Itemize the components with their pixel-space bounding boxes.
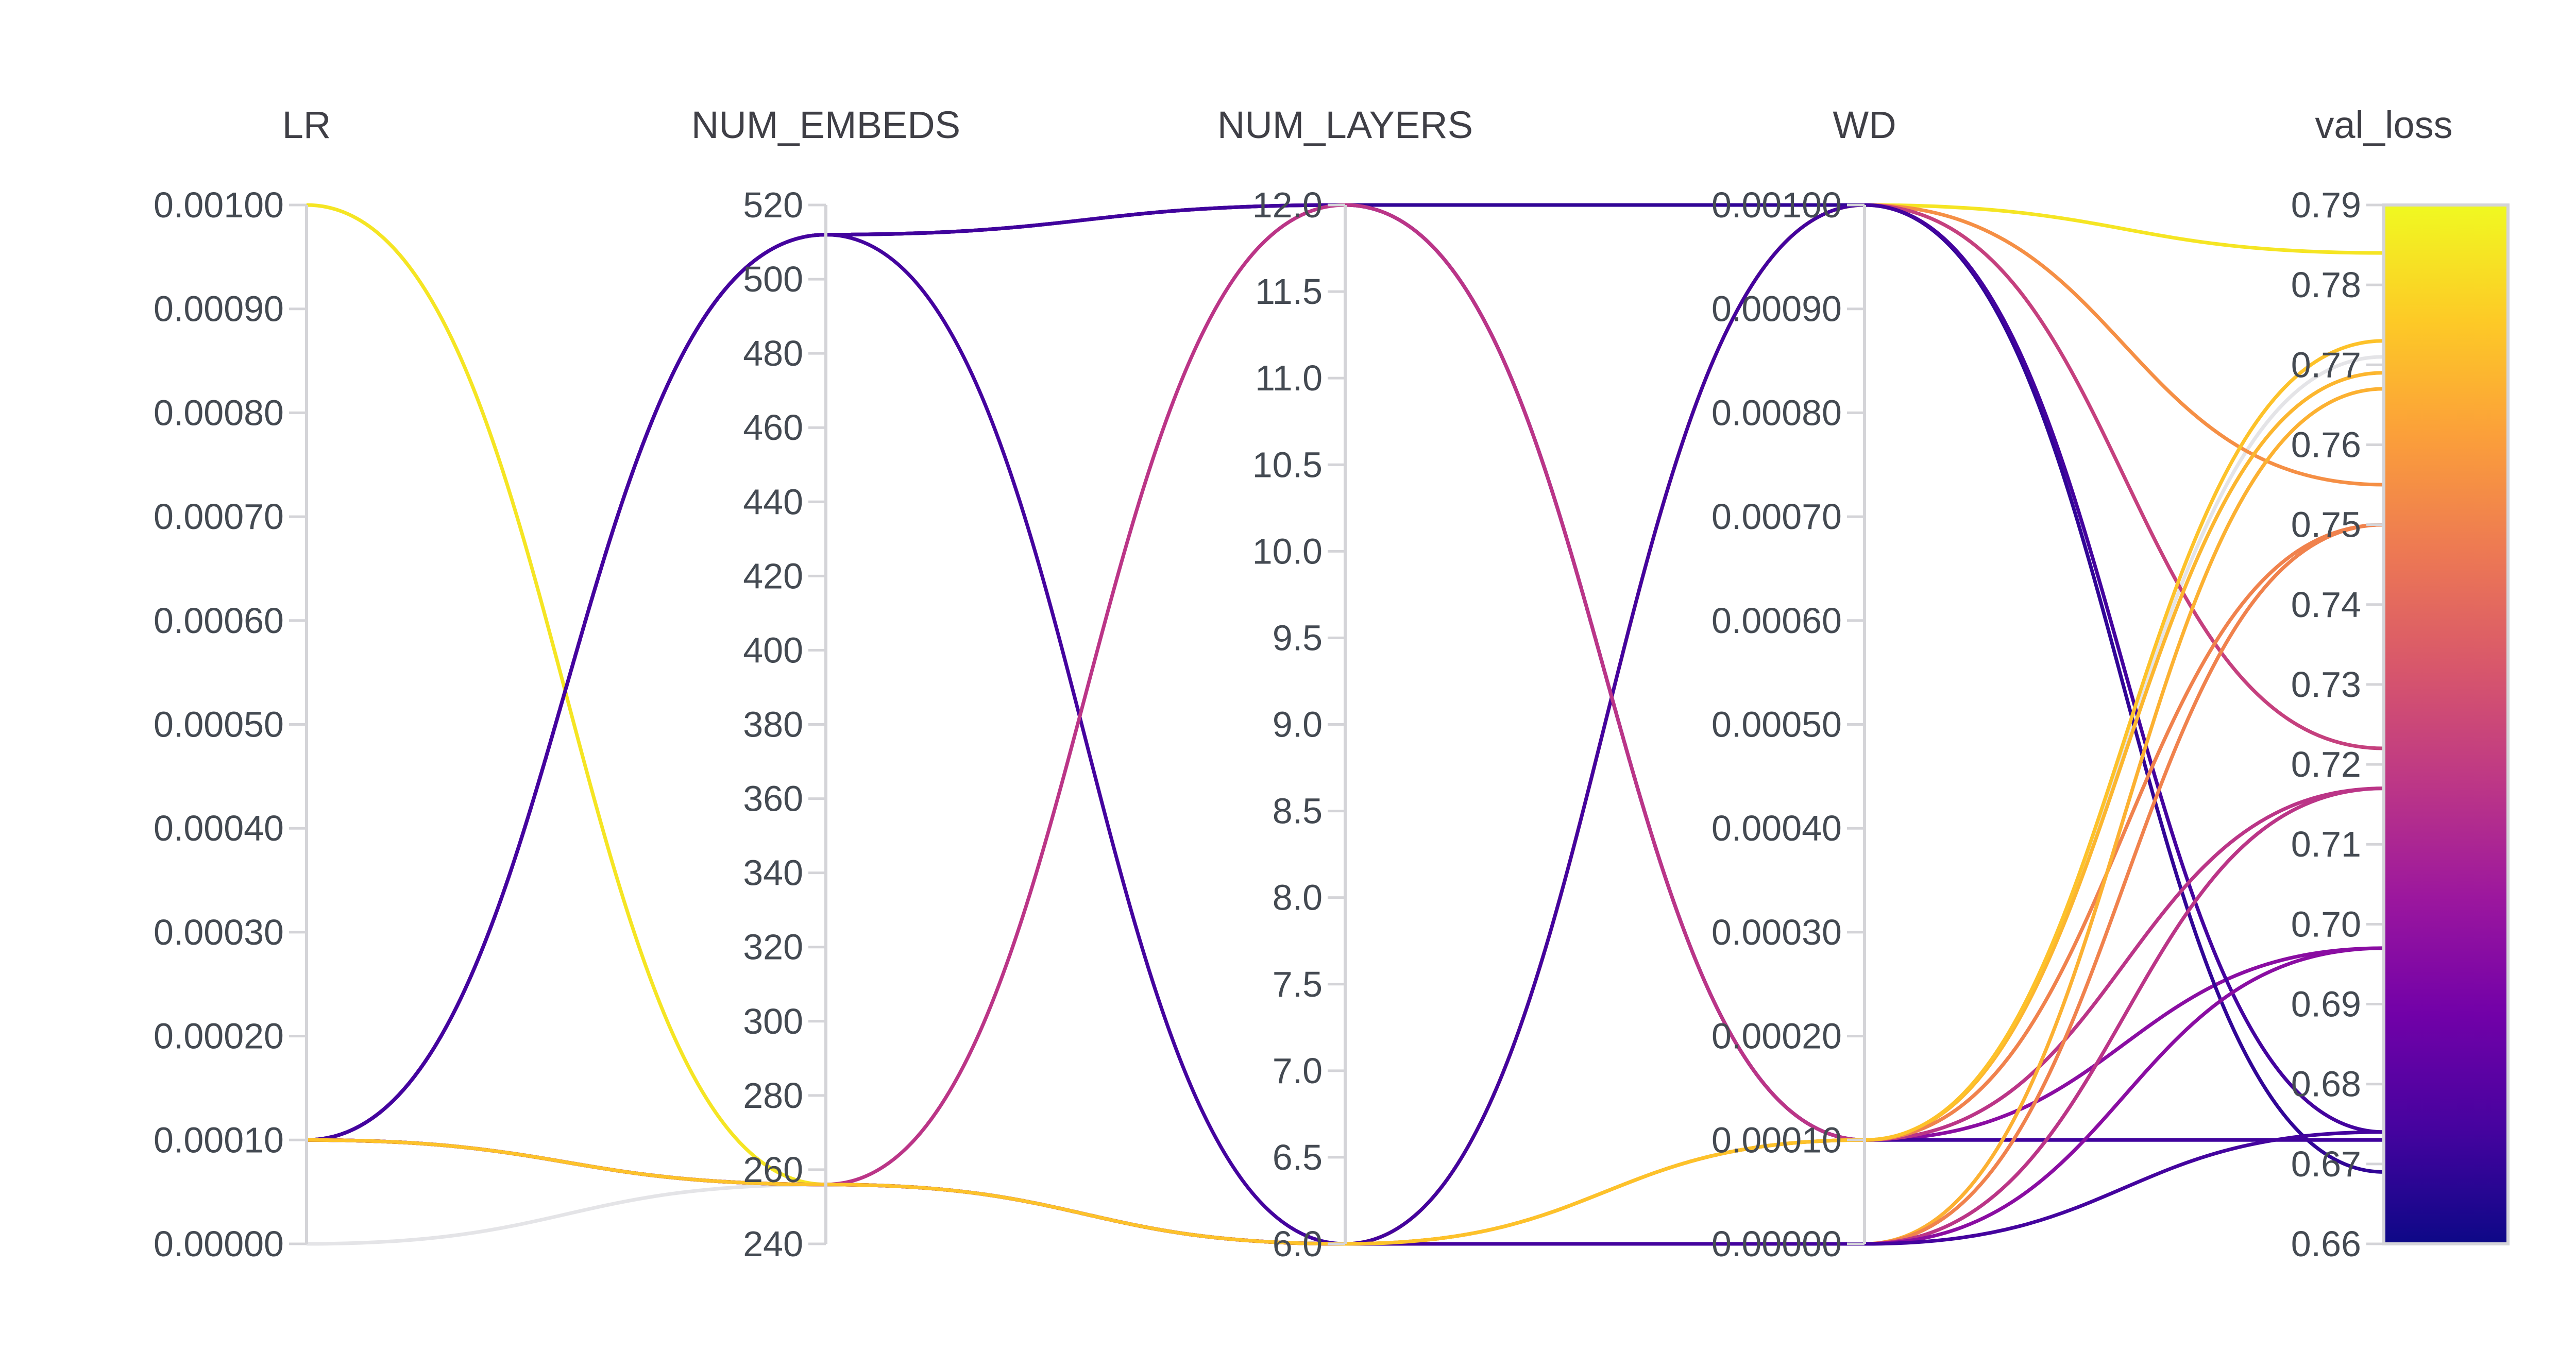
tick-label: 0.00050 — [154, 705, 284, 745]
tick-label: 0.00100 — [154, 185, 284, 225]
tick-label: 0.00090 — [154, 289, 284, 329]
tick-label: 0.00080 — [1711, 392, 1842, 433]
tick-label: 0.00020 — [1711, 1016, 1842, 1056]
tick-label: 0.78 — [2291, 265, 2361, 305]
tick-label: 460 — [743, 407, 803, 448]
tick-label: 0.00010 — [154, 1120, 284, 1160]
tick-label: 0.79 — [2291, 185, 2361, 225]
tick-label: 0.71 — [2291, 824, 2361, 864]
tick-label: 10.5 — [1252, 444, 1323, 485]
tick-label: 8.0 — [1273, 878, 1323, 918]
axes: LR 0.00000 0.00010 0.00020 0.00030 0.00040 0.0… — [154, 104, 2453, 1264]
tick-label: 0.00000 — [154, 1224, 284, 1264]
tick-label: 0.68 — [2291, 1064, 2361, 1104]
tick-label: 11.0 — [1255, 358, 1323, 398]
tick-label: 0.00020 — [154, 1016, 284, 1056]
tick-label: 300 — [743, 1001, 803, 1041]
tick-label: 8.5 — [1273, 791, 1323, 831]
tick-label: 420 — [743, 556, 803, 596]
tick-label: 0.00010 — [1711, 1120, 1842, 1160]
tick-label: 480 — [743, 333, 803, 373]
axis-val-loss[interactable]: val_loss 0.66 0.67 0.68 0.69 0.70 0.71 0.72 0.73… — [2291, 104, 2453, 1264]
tick-label: 7.5 — [1273, 964, 1323, 1004]
tick-label: 0.00040 — [1711, 808, 1842, 848]
axis-title: NUM_LAYERS — [1217, 104, 1473, 146]
axis-num-embeds[interactable]: NUM_EMBEDS 240 260 280 300 320 340 360 380 400 420… — [691, 104, 960, 1264]
tick-label: 0.77 — [2291, 345, 2361, 385]
tick-label: 11.5 — [1255, 271, 1323, 312]
tick-label: 0.73 — [2291, 664, 2361, 705]
tick-label: 240 — [743, 1224, 803, 1264]
tick-label: 0.00090 — [1711, 289, 1842, 329]
tick-label: 0.00070 — [154, 497, 284, 537]
axis-num-layers[interactable]: NUM_LAYERS 6.0 6.5 7.0 7.5 8.0 8.5 9.0 9.5 10.0 10… — [1217, 104, 1473, 1264]
tick-label: 0.00060 — [154, 601, 284, 641]
tick-label: 360 — [743, 779, 803, 819]
tick-label: 10.0 — [1252, 531, 1323, 571]
axis-title: NUM_EMBEDS — [691, 104, 960, 146]
axis-title: val_loss — [2315, 104, 2452, 146]
tick-label: 0.75 — [2291, 505, 2361, 545]
tick-label: 12.0 — [1252, 185, 1323, 225]
tick-label: 0.00050 — [1711, 705, 1842, 745]
tick-label: 9.0 — [1273, 705, 1323, 745]
tick-label: 0.00060 — [1711, 601, 1842, 641]
tick-label: 0.00080 — [154, 392, 284, 433]
tick-label: 440 — [743, 482, 803, 522]
tick-label: 9.5 — [1273, 618, 1323, 658]
tick-label: 0.67 — [2291, 1144, 2361, 1184]
tick-label: 0.66 — [2291, 1224, 2361, 1264]
tick-label: 260 — [743, 1150, 803, 1190]
tick-label: 0.74 — [2291, 585, 2361, 625]
tick-label: 6.0 — [1273, 1224, 1323, 1264]
tick-label: 0.00030 — [1711, 912, 1842, 952]
tick-label: 7.0 — [1273, 1051, 1323, 1091]
tick-label: 0.76 — [2291, 424, 2361, 465]
tick-label: 0.69 — [2291, 984, 2361, 1024]
colorbar-frame — [2382, 203, 2510, 1245]
tick-label: 0.00040 — [154, 808, 284, 848]
axis-wd[interactable]: WD 0.00000 0.00010 0.00020 0.00030 0.00040 0.0… — [1711, 104, 1896, 1264]
run-line[interactable] — [306, 339, 2384, 1246]
tick-label: 280 — [743, 1075, 803, 1116]
tick-label: 0.72 — [2291, 744, 2361, 784]
tick-label: 380 — [743, 705, 803, 745]
axis-title: LR — [282, 104, 331, 146]
tick-label: 340 — [743, 853, 803, 893]
axis-title: WD — [1833, 104, 1896, 146]
colorbar — [2382, 203, 2510, 1245]
tick-label: 0.70 — [2291, 904, 2361, 944]
tick-label: 520 — [743, 185, 803, 225]
axis-lr[interactable]: LR 0.00000 0.00010 0.00020 0.00030 0.00040 0.0… — [154, 104, 331, 1264]
tick-label: 0.00000 — [1711, 1224, 1842, 1264]
tick-label: 0.00100 — [1711, 185, 1842, 225]
tick-label: 500 — [743, 259, 803, 299]
tick-label: 6.5 — [1273, 1137, 1323, 1177]
tick-label: 0.00070 — [1711, 497, 1842, 537]
tick-label: 320 — [743, 927, 803, 967]
colorbar-gradient — [2384, 205, 2508, 1244]
tick-label: 400 — [743, 630, 803, 670]
tick-label: 0.00030 — [154, 912, 284, 952]
